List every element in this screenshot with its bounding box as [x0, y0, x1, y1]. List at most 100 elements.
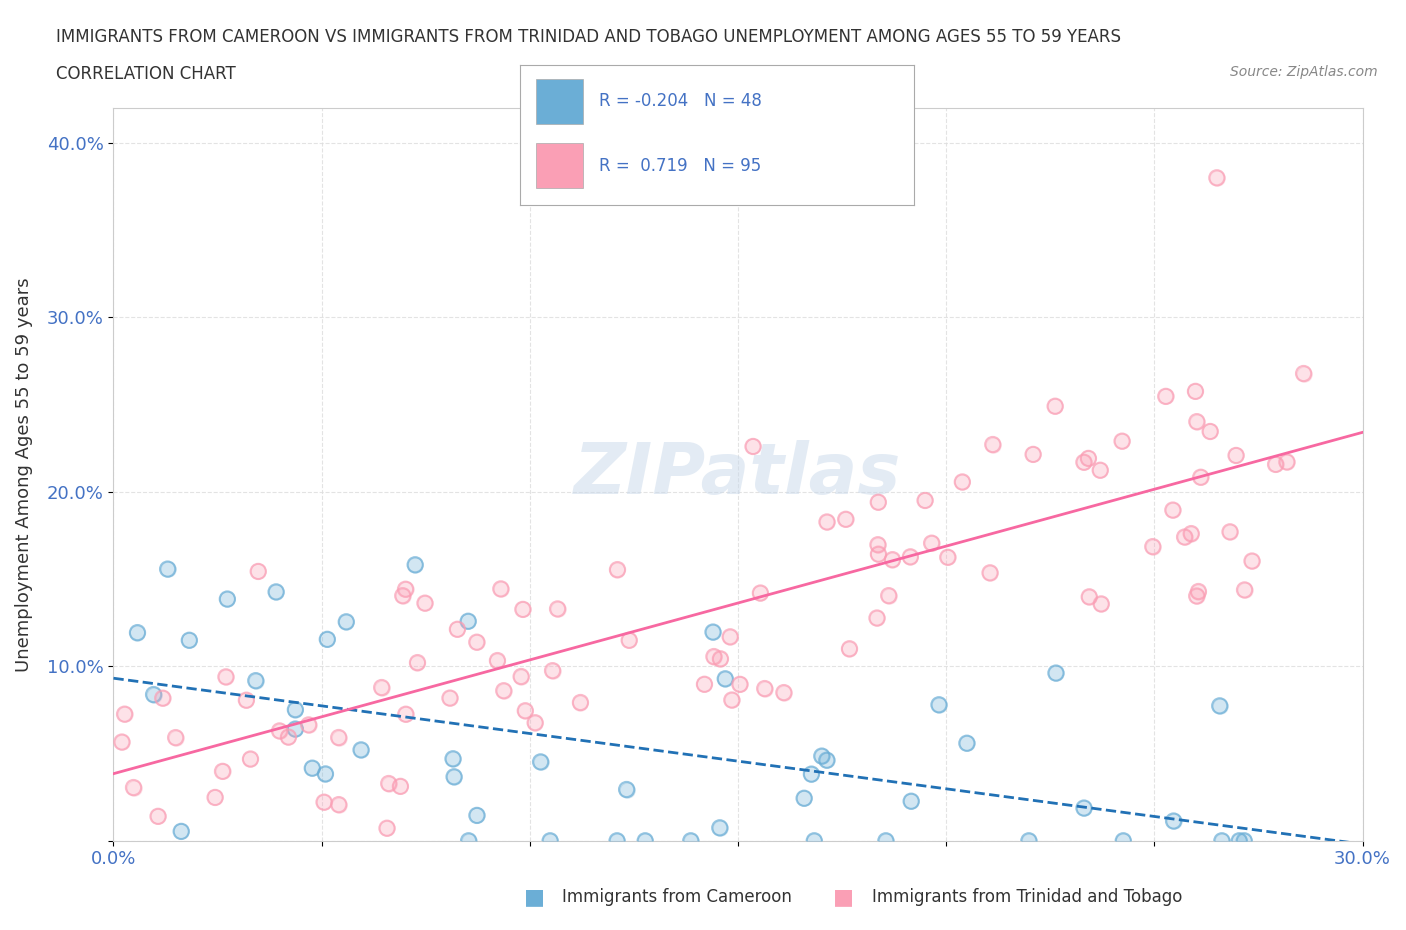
Point — [877, 588, 900, 603]
Point — [1185, 414, 1208, 429]
Point — [815, 752, 838, 767]
Point — [1043, 399, 1066, 414]
Point — [404, 557, 426, 572]
Point — [1022, 447, 1045, 462]
Point — [335, 615, 357, 630]
Point — [1205, 170, 1227, 185]
Point — [457, 614, 479, 629]
Point — [866, 538, 889, 552]
Point — [1233, 833, 1256, 848]
Point — [489, 581, 512, 596]
Point — [316, 631, 339, 646]
Point — [936, 550, 959, 565]
Point — [1073, 801, 1095, 816]
Text: ■: ■ — [834, 887, 853, 908]
Point — [245, 673, 267, 688]
Point — [370, 680, 392, 695]
Point — [350, 742, 373, 757]
Point — [1264, 457, 1286, 472]
Point — [616, 782, 638, 797]
Point — [492, 684, 515, 698]
Text: CORRELATION CHART: CORRELATION CHART — [56, 65, 236, 83]
Point — [1227, 833, 1250, 848]
Point — [165, 730, 187, 745]
Point — [679, 833, 702, 848]
Point — [1199, 424, 1222, 439]
Point — [1163, 814, 1185, 829]
Point — [793, 790, 815, 805]
Point — [866, 538, 889, 552]
Point — [235, 693, 257, 708]
Point — [1219, 525, 1241, 539]
Point — [882, 552, 904, 567]
Point — [714, 671, 737, 686]
Point — [298, 717, 321, 732]
Point — [1078, 590, 1101, 604]
Point — [868, 495, 890, 510]
Point — [370, 680, 392, 695]
Point — [1018, 833, 1040, 848]
Point — [217, 591, 239, 606]
Point — [284, 702, 307, 717]
Text: Immigrants from Trinidad and Tobago: Immigrants from Trinidad and Tobago — [872, 888, 1182, 907]
Point — [810, 749, 832, 764]
Point — [1180, 526, 1202, 541]
Point — [524, 715, 547, 730]
Point — [122, 780, 145, 795]
Point — [838, 642, 860, 657]
Point — [928, 698, 950, 712]
Point — [1240, 553, 1263, 568]
Point — [538, 833, 561, 848]
Point — [269, 724, 291, 738]
Point — [512, 602, 534, 617]
Point — [1073, 455, 1095, 470]
Bar — [536, 79, 583, 124]
Point — [882, 552, 904, 567]
Point — [465, 808, 488, 823]
Point — [1184, 384, 1206, 399]
Point — [914, 493, 936, 508]
Point — [217, 591, 239, 606]
Point — [377, 776, 399, 790]
Point — [1211, 833, 1233, 848]
Text: Source: ZipAtlas.com: Source: ZipAtlas.com — [1230, 65, 1378, 79]
Point — [1078, 590, 1101, 604]
Point — [395, 707, 418, 722]
Point — [936, 550, 959, 565]
Text: Immigrants from Cameroon: Immigrants from Cameroon — [562, 888, 792, 907]
Point — [489, 581, 512, 596]
Point — [1073, 455, 1095, 470]
Point — [875, 833, 897, 848]
Point — [754, 681, 776, 696]
Point — [335, 615, 357, 630]
Point — [1142, 539, 1164, 554]
Point — [524, 715, 547, 730]
Point — [301, 761, 323, 776]
Point — [512, 602, 534, 617]
Point — [928, 698, 950, 712]
Point — [898, 550, 921, 565]
Point — [492, 684, 515, 698]
Point — [247, 564, 270, 578]
Point — [269, 724, 291, 738]
Point — [152, 691, 174, 706]
Point — [1189, 470, 1212, 485]
Point — [529, 754, 551, 769]
Point — [389, 779, 412, 794]
Point — [235, 693, 257, 708]
Point — [720, 693, 742, 708]
Point — [950, 474, 973, 489]
Point — [1045, 666, 1067, 681]
Point — [277, 730, 299, 745]
Point — [1233, 582, 1256, 597]
Point — [245, 673, 267, 688]
Point — [709, 820, 731, 835]
Point — [793, 790, 815, 805]
Point — [284, 722, 307, 737]
Point — [709, 651, 731, 666]
Point — [375, 821, 398, 836]
Point — [800, 766, 823, 781]
Point — [541, 663, 564, 678]
Point — [679, 833, 702, 848]
Point — [515, 703, 537, 718]
